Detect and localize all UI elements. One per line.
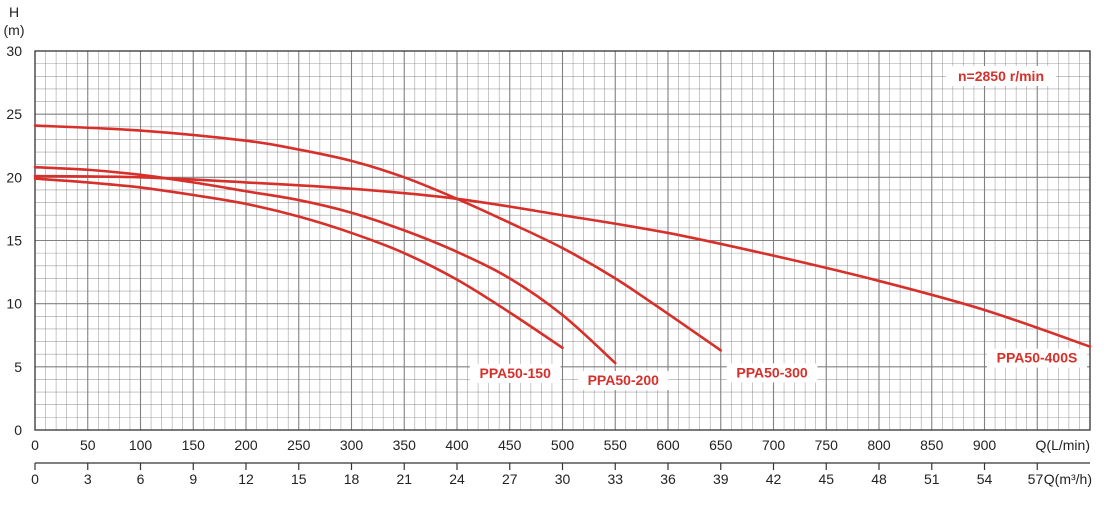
x-tick-label-m3h: 57 xyxy=(1028,471,1044,487)
x-tick-label-m3h: 0 xyxy=(31,471,39,487)
y-tick-label: 10 xyxy=(6,296,22,312)
x-tick-label-lmin: 550 xyxy=(604,437,628,453)
curve-label-ppa50-400s: PPA50-400S xyxy=(997,350,1078,366)
x-tick-label-lmin: 250 xyxy=(287,437,311,453)
y-tick-label: 20 xyxy=(6,169,22,185)
curve-ppa50-400s xyxy=(33,174,1092,348)
x-tick-label-m3h: 48 xyxy=(871,471,887,487)
y-tick-label: 5 xyxy=(14,359,22,375)
x-tick-label-lmin: 50 xyxy=(80,437,96,453)
x-axis-title-m3h: Q(m³/h) xyxy=(1044,471,1092,487)
x-tick-label-lmin: 350 xyxy=(393,437,417,453)
curve-labels: PPA50-150 PPA50-200 PPA50-300 PPA50-400S xyxy=(469,348,1087,391)
y-tick-label: 30 xyxy=(6,43,22,59)
x-tick-label-m3h: 9 xyxy=(189,471,197,487)
x-tick-label-lmin: 650 xyxy=(709,437,733,453)
x-tick-label-lmin: 700 xyxy=(762,437,786,453)
x-axis-title-lmin: Q(L/min) xyxy=(1036,437,1090,453)
x-tick-label-lmin: 300 xyxy=(340,437,364,453)
x-tick-label-lmin: 450 xyxy=(498,437,522,453)
x-tick-label-lmin: 800 xyxy=(867,437,891,453)
x-tick-label-lmin: 150 xyxy=(182,437,206,453)
x-tick-label-m3h: 15 xyxy=(291,471,307,487)
x-tick-label-m3h: 45 xyxy=(818,471,834,487)
x-tick-label-m3h: 6 xyxy=(137,471,145,487)
x-axis-ticks-lmin: 0 50 100 150 200 250 300 350 400 450 500 550 600 650 7… xyxy=(31,437,996,453)
x-tick-label-m3h: 12 xyxy=(238,471,254,487)
curve-label-bg xyxy=(469,363,561,383)
x-tick-label-lmin: 750 xyxy=(815,437,839,453)
x-tick-label-lmin: 100 xyxy=(129,437,153,453)
speed-note: n=2850 r/min xyxy=(958,68,1044,84)
x-tick-label-m3h: 54 xyxy=(977,471,993,487)
curve-label-ppa50-200: PPA50-200 xyxy=(588,372,660,388)
x-tick-label-lmin: 0 xyxy=(31,437,39,453)
x-tick-label-m3h: 24 xyxy=(449,471,465,487)
y-axis-ticks: 0 5 10 15 20 25 30 xyxy=(6,43,22,438)
x-tick-label-m3h: 36 xyxy=(660,471,676,487)
y-tick-label: 0 xyxy=(14,422,22,438)
y-tick-label: 25 xyxy=(6,106,22,122)
x-tick-label-lmin: 900 xyxy=(973,437,997,453)
speed-note-bg xyxy=(946,66,1056,86)
x-tick-label-m3h: 27 xyxy=(502,471,518,487)
x-tick-label-m3h: 51 xyxy=(924,471,940,487)
curve-ppa50-300 xyxy=(33,124,723,352)
major-grid xyxy=(35,51,1090,430)
y-axis-title-h: H xyxy=(9,4,19,20)
x-tick-label-lmin: 850 xyxy=(920,437,944,453)
x-tick-label-lmin: 200 xyxy=(234,437,258,453)
x-tick-label-lmin: 500 xyxy=(551,437,575,453)
x-tick-label-m3h: 39 xyxy=(713,471,729,487)
y-axis-title-unit: (m) xyxy=(4,22,25,38)
x-tick-label-m3h: 30 xyxy=(555,471,571,487)
x-tick-label-m3h: 33 xyxy=(607,471,623,487)
curve-label-bg xyxy=(987,348,1087,368)
x-tick-label-m3h: 42 xyxy=(766,471,782,487)
curve-label-ppa50-300: PPA50-300 xyxy=(736,364,808,380)
y-tick-label: 15 xyxy=(6,233,22,249)
curve-label-ppa50-150: PPA50-150 xyxy=(480,365,552,381)
curve-ppa50-150 xyxy=(33,177,564,350)
curve-label-bg xyxy=(726,363,818,383)
curve-label-bg xyxy=(577,371,669,391)
pump-curves xyxy=(33,124,1092,365)
x-axis-m3h: 0 3 6 9 12 15 18 21 24 27 30 33 36 39 42 45 48 51 54 57 xyxy=(31,462,1090,487)
x-tick-label-lmin: 600 xyxy=(656,437,680,453)
plot-frame xyxy=(34,50,1091,431)
curve-ppa50-200 xyxy=(33,165,617,365)
x-tick-label-m3h: 21 xyxy=(396,471,412,487)
x-tick-label-m3h: 18 xyxy=(344,471,360,487)
x-tick-label-lmin: 400 xyxy=(445,437,469,453)
x-tick-label-m3h: 3 xyxy=(84,471,92,487)
